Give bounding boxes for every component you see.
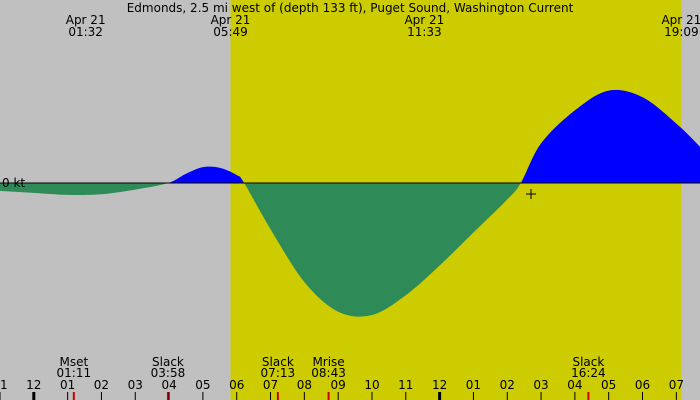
hour-tick-label: 10 [364,378,379,392]
event-marker [276,392,279,400]
hour-tick-label: 02 [94,378,109,392]
hour-tick-label: 12 [26,378,41,392]
flood-current-area [0,89,700,183]
hour-tick-label: 07 [669,378,684,392]
hour-tick-label: 04 [161,378,176,392]
event-marker [166,392,169,400]
bottom-event-time: 01:11 [57,366,92,380]
hour-tick-label: 03 [533,378,548,392]
hour-tick-label: 07 [263,378,278,392]
bottom-event-name: Slack [262,355,294,369]
hour-tick-label: 01 [60,378,75,392]
bottom-event-time: 03:58 [151,366,186,380]
bottom-event-labels: Mset01:11Slack03:58Slack07:13Mrise08:43S… [57,355,606,400]
hour-tick-label: 12 [432,378,447,392]
top-event-date: Apr 21 [404,13,444,27]
bottom-event-name: Slack [152,355,184,369]
bottom-event-time: 08:43 [311,366,346,380]
ebb-current-area [0,183,700,317]
event-marker [72,392,75,400]
bottom-event-name: Mrise [312,355,344,369]
hour-tick-label: 05 [195,378,210,392]
hour-tick-label: 01 [466,378,481,392]
top-event-time: 01:32 [68,25,103,39]
hour-axis: 11 12 01 02 03 04 05 06 07 08 09 10 11 12 01 02 03 04 05 06… [0,378,684,400]
top-event-date: Apr 21 [661,13,700,27]
event-marker [327,392,330,400]
event-marker [587,392,590,400]
top-event-date: Apr 21 [66,13,106,27]
slack-cross-marker [526,189,536,199]
bottom-event-name: Mset [59,355,88,369]
hour-tick-label: 02 [500,378,515,392]
hour-tick-label: 04 [567,378,582,392]
zero-kt-label: 0 kt [2,176,25,190]
bottom-event-time: 07:13 [261,366,296,380]
hour-tick-label: 03 [128,378,143,392]
hour-tick-label: 09 [331,378,346,392]
hour-tick-label: 08 [297,378,312,392]
hour-tick-label: 06 [635,378,650,392]
bottom-event-time: 16:24 [571,366,606,380]
hour-tick-label: 05 [601,378,616,392]
bottom-event-name: Slack [572,355,604,369]
top-event-time: 19:09 [664,25,699,39]
top-event-date: Apr 21 [211,13,251,27]
top-event-time: 11:33 [407,25,442,39]
top-event-time: 05:49 [213,25,248,39]
hour-tick-label: 11 [0,378,8,392]
chart-title: Edmonds, 2.5 mi west of (depth 133 ft), … [127,1,574,15]
hour-tick-label: 06 [229,378,244,392]
hour-tick-label: 11 [398,378,413,392]
